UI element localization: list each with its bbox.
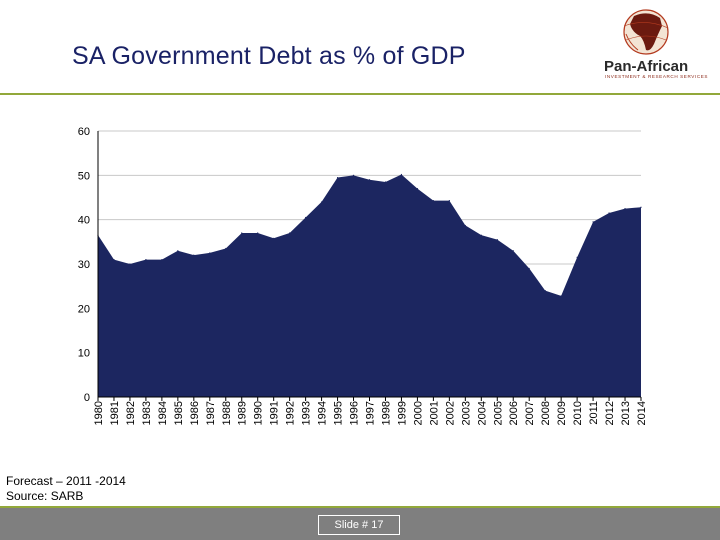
x-tick-label: 1988 [221, 401, 233, 425]
x-tick-label: 1982 [125, 401, 137, 425]
data-point [512, 250, 514, 252]
y-tick-label: 60 [78, 126, 90, 138]
data-point [432, 200, 434, 202]
x-tick-label: 2006 [508, 401, 520, 425]
data-point [305, 216, 307, 219]
chart-notes: Forecast – 2011 -2014 Source: SARB [6, 474, 126, 504]
x-tick-label: 1995 [333, 401, 345, 425]
data-point [384, 181, 387, 183]
logo-tagline: INVESTMENT & RESEARCH SERVICES [605, 74, 709, 79]
x-tick-label: 2005 [492, 401, 504, 425]
data-point [480, 234, 482, 236]
x-tick-label: 1984 [157, 401, 169, 425]
data-point [448, 200, 450, 202]
x-tick-label: 1987 [205, 401, 217, 425]
y-tick-label: 0 [84, 392, 90, 404]
data-point [129, 263, 131, 265]
data-point [576, 256, 578, 258]
data-point [416, 188, 419, 190]
data-point [352, 174, 355, 176]
x-tick-label: 1991 [269, 401, 281, 425]
data-point [496, 239, 498, 241]
data-point [544, 290, 546, 292]
data-point [528, 267, 530, 270]
x-tick-label: 1980 [93, 401, 105, 425]
y-tick-label: 40 [78, 215, 90, 227]
x-tick-label: 2014 [636, 401, 648, 425]
x-tick-label: 2012 [604, 401, 616, 425]
data-point [608, 212, 610, 214]
x-tick-label: 2002 [444, 401, 456, 425]
data-point [400, 173, 403, 176]
data-point [177, 250, 179, 252]
data-point [241, 232, 243, 234]
x-tick-label: 1990 [253, 401, 265, 425]
x-tick-label: 2010 [572, 401, 584, 425]
forecast-note: Forecast – 2011 -2014 [6, 474, 126, 488]
x-tick-label: 2004 [476, 401, 488, 425]
x-tick-label: 2000 [412, 401, 424, 425]
data-point [336, 176, 339, 179]
x-tick-label: 1986 [189, 401, 201, 425]
x-tick-label: 1998 [380, 401, 392, 425]
data-point [145, 258, 147, 261]
y-tick-label: 10 [78, 348, 90, 360]
x-tick-label: 1989 [237, 401, 249, 425]
x-tick-label: 1996 [349, 401, 361, 425]
data-point [560, 295, 562, 297]
x-tick-label: 2001 [428, 401, 440, 425]
source-note: Source: SARB [6, 489, 84, 503]
debt-area-series [98, 174, 641, 397]
x-tick-label: 1994 [317, 401, 329, 425]
x-tick-label: 1985 [173, 401, 185, 425]
y-tick-label: 50 [78, 170, 90, 182]
x-tick-label: 2008 [540, 401, 552, 425]
x-tick-label: 2003 [460, 401, 472, 425]
slide-number: Slide # 17 [318, 515, 400, 535]
data-point [225, 247, 227, 250]
title-divider [0, 93, 720, 95]
data-point [273, 237, 275, 239]
y-tick-label: 20 [78, 303, 90, 315]
data-point [624, 207, 626, 210]
x-tick-label: 1981 [109, 401, 121, 425]
x-tick-label: 2013 [620, 401, 632, 425]
data-point [640, 206, 642, 208]
data-point [113, 258, 115, 261]
logo-name: Pan-African [604, 58, 689, 75]
data-point [320, 201, 323, 203]
data-point [289, 232, 291, 234]
x-tick-label: 2007 [524, 401, 536, 425]
x-tick-label: 1999 [396, 401, 408, 425]
data-point [193, 254, 195, 256]
x-tick-label: 2009 [556, 401, 568, 425]
data-point [257, 232, 259, 234]
data-point [161, 258, 163, 261]
page-title: SA Government Debt as % of GDP [72, 42, 466, 70]
x-tick-label: 1983 [141, 401, 153, 425]
x-tick-label: 1993 [301, 401, 313, 425]
data-point [464, 224, 466, 227]
data-point [592, 221, 594, 223]
x-tick-label: 2011 [588, 401, 600, 425]
x-tick-label: 1992 [285, 401, 297, 425]
globe-logo-icon [623, 9, 669, 55]
data-point [368, 179, 371, 181]
x-tick-label: 1997 [365, 401, 377, 425]
y-tick-label: 30 [78, 259, 90, 271]
footer-divider [0, 506, 720, 508]
data-point [209, 252, 211, 254]
